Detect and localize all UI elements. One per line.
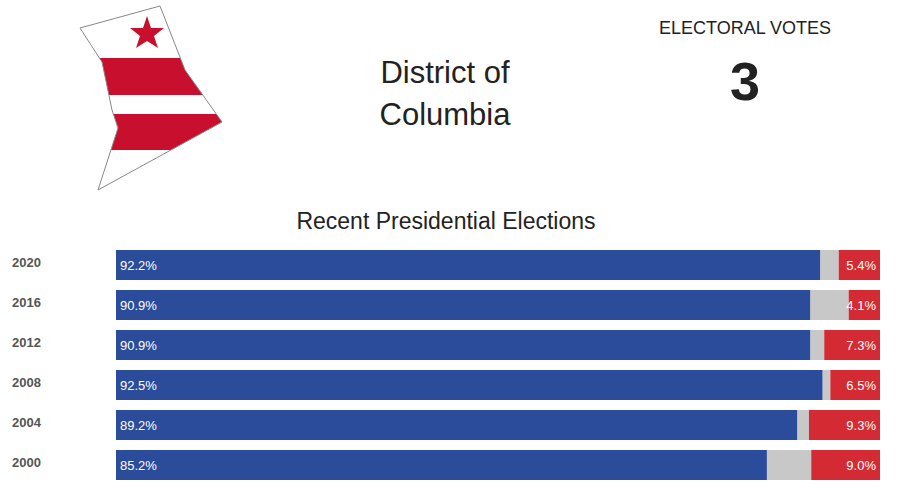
html-text:ELECTORAL VOTES: ELECTORAL VOTES: [659, 18, 831, 38]
html-text:District of: District of: [380, 55, 510, 90]
svg-text:6.5%: 6.5%: [846, 378, 876, 393]
svg-text:90.9%: 90.9%: [120, 338, 157, 353]
svg-text:89.2%: 89.2%: [120, 418, 157, 433]
svg-text:2000: 2000: [12, 455, 41, 470]
svg-text:9.3%: 9.3%: [846, 418, 876, 433]
svg-text:90.9%: 90.9%: [120, 298, 157, 313]
html-text:Columbia: Columbia: [379, 97, 511, 132]
svg-text:2004: 2004: [12, 415, 42, 430]
svg-text:92.5%: 92.5%: [120, 378, 157, 393]
svg-text:92.2%: 92.2%: [120, 258, 157, 273]
svg-text:2008: 2008: [12, 375, 41, 390]
html-text:3: 3: [730, 51, 760, 111]
html-text:Recent Presidential Elections: Recent Presidential Elections: [296, 208, 596, 234]
svg-text:5.4%: 5.4%: [846, 258, 876, 273]
svg-text:2020: 2020: [12, 255, 41, 270]
svg-text:85.2%: 85.2%: [120, 458, 157, 473]
svg-text:9.0%: 9.0%: [846, 458, 876, 473]
svg-text:2012: 2012: [12, 335, 41, 350]
svg-text:2016: 2016: [12, 295, 41, 310]
svg-text:7.3%: 7.3%: [846, 338, 876, 353]
svg-text:4.1%: 4.1%: [846, 298, 876, 313]
